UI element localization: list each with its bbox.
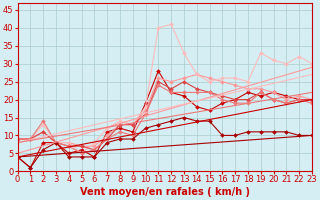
- X-axis label: Vent moyen/en rafales ( km/h ): Vent moyen/en rafales ( km/h ): [80, 187, 250, 197]
